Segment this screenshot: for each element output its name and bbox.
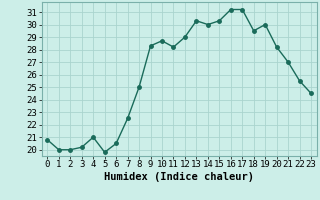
- X-axis label: Humidex (Indice chaleur): Humidex (Indice chaleur): [104, 172, 254, 182]
